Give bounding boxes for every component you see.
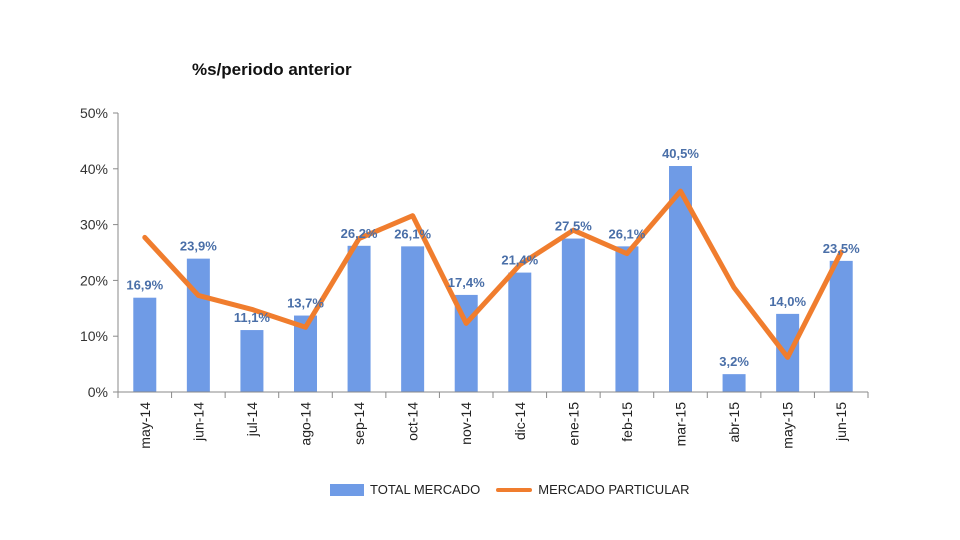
x-tick-label: mar-15 (673, 402, 689, 447)
data-label: 26,1% (394, 226, 431, 241)
data-labels: 16,9% 23,9% 11,1% 13,7% 26,2% 26,1% 17,4% 21,4%… (126, 146, 860, 369)
legend: TOTAL MERCADO MERCADO PARTICULAR (330, 482, 706, 497)
legend-item-mercado-particular: MERCADO PARTICULAR (496, 482, 690, 497)
bar (669, 166, 692, 392)
data-label: 17,4% (448, 275, 485, 290)
bar (508, 272, 532, 392)
x-tick-label: ago-14 (298, 402, 314, 446)
bar (347, 245, 371, 392)
legend-swatch-line (496, 487, 533, 492)
data-label: 13,7% (287, 296, 324, 311)
legend-label-mercado-particular: MERCADO PARTICULAR (538, 482, 690, 497)
y-axis: 0% 10% 20% 30% 40% 50% (80, 105, 119, 400)
y-tick-label: 40% (80, 161, 108, 177)
x-tick-label: feb-15 (619, 402, 635, 442)
line-path (142, 188, 844, 360)
x-tick-label: jun-15 (833, 402, 849, 442)
data-label: 23,5% (823, 241, 860, 256)
x-tick-label: jun-14 (190, 402, 206, 442)
x-tick-label: dic-14 (512, 402, 528, 440)
data-label: 26,1% (608, 226, 645, 241)
data-label: 14,0% (769, 294, 806, 309)
data-label: 26,2% (341, 226, 378, 241)
y-tick-label: 50% (80, 105, 108, 121)
x-tick-label: nov-14 (458, 402, 474, 445)
bar (561, 238, 585, 392)
data-label: 40,5% (662, 146, 699, 161)
y-tick-label: 0% (88, 384, 108, 400)
data-label: 27,5% (555, 219, 592, 234)
x-tick-label: may-14 (137, 402, 153, 449)
bar (615, 246, 639, 392)
line-series (142, 188, 844, 360)
bar (240, 330, 264, 392)
data-label: 11,1% (234, 310, 271, 325)
x-tick-label: may-15 (780, 402, 796, 449)
x-tick-label: jul-14 (244, 402, 260, 437)
bar (401, 246, 425, 392)
bars (133, 166, 853, 392)
chart-title: %s/periodo anterior (192, 60, 352, 79)
x-axis: may-14 jun-14 jul-14 ago-14 sep-14 oct-14 nov-… (117, 391, 869, 449)
bar (829, 260, 853, 392)
data-label: 21,4% (501, 253, 538, 268)
x-tick-label: ene-15 (565, 402, 581, 446)
data-label: 3,2% (719, 354, 749, 369)
x-tick-label: abr-15 (726, 402, 742, 443)
legend-swatch-bar (330, 483, 364, 496)
legend-label-total-mercado: TOTAL MERCADO (370, 482, 481, 497)
bar (722, 374, 746, 392)
x-tick-label: oct-14 (405, 402, 421, 441)
y-tick-label: 30% (80, 217, 108, 233)
bar (133, 297, 157, 392)
legend-item-total-mercado: TOTAL MERCADO (330, 482, 480, 497)
data-label: 23,9% (180, 239, 217, 254)
y-tick-label: 10% (80, 328, 108, 344)
bar (294, 315, 317, 392)
bar (186, 258, 210, 392)
y-tick-label: 20% (80, 272, 108, 288)
data-label: 16,9% (126, 278, 163, 293)
x-tick-label: sep-14 (351, 402, 367, 445)
